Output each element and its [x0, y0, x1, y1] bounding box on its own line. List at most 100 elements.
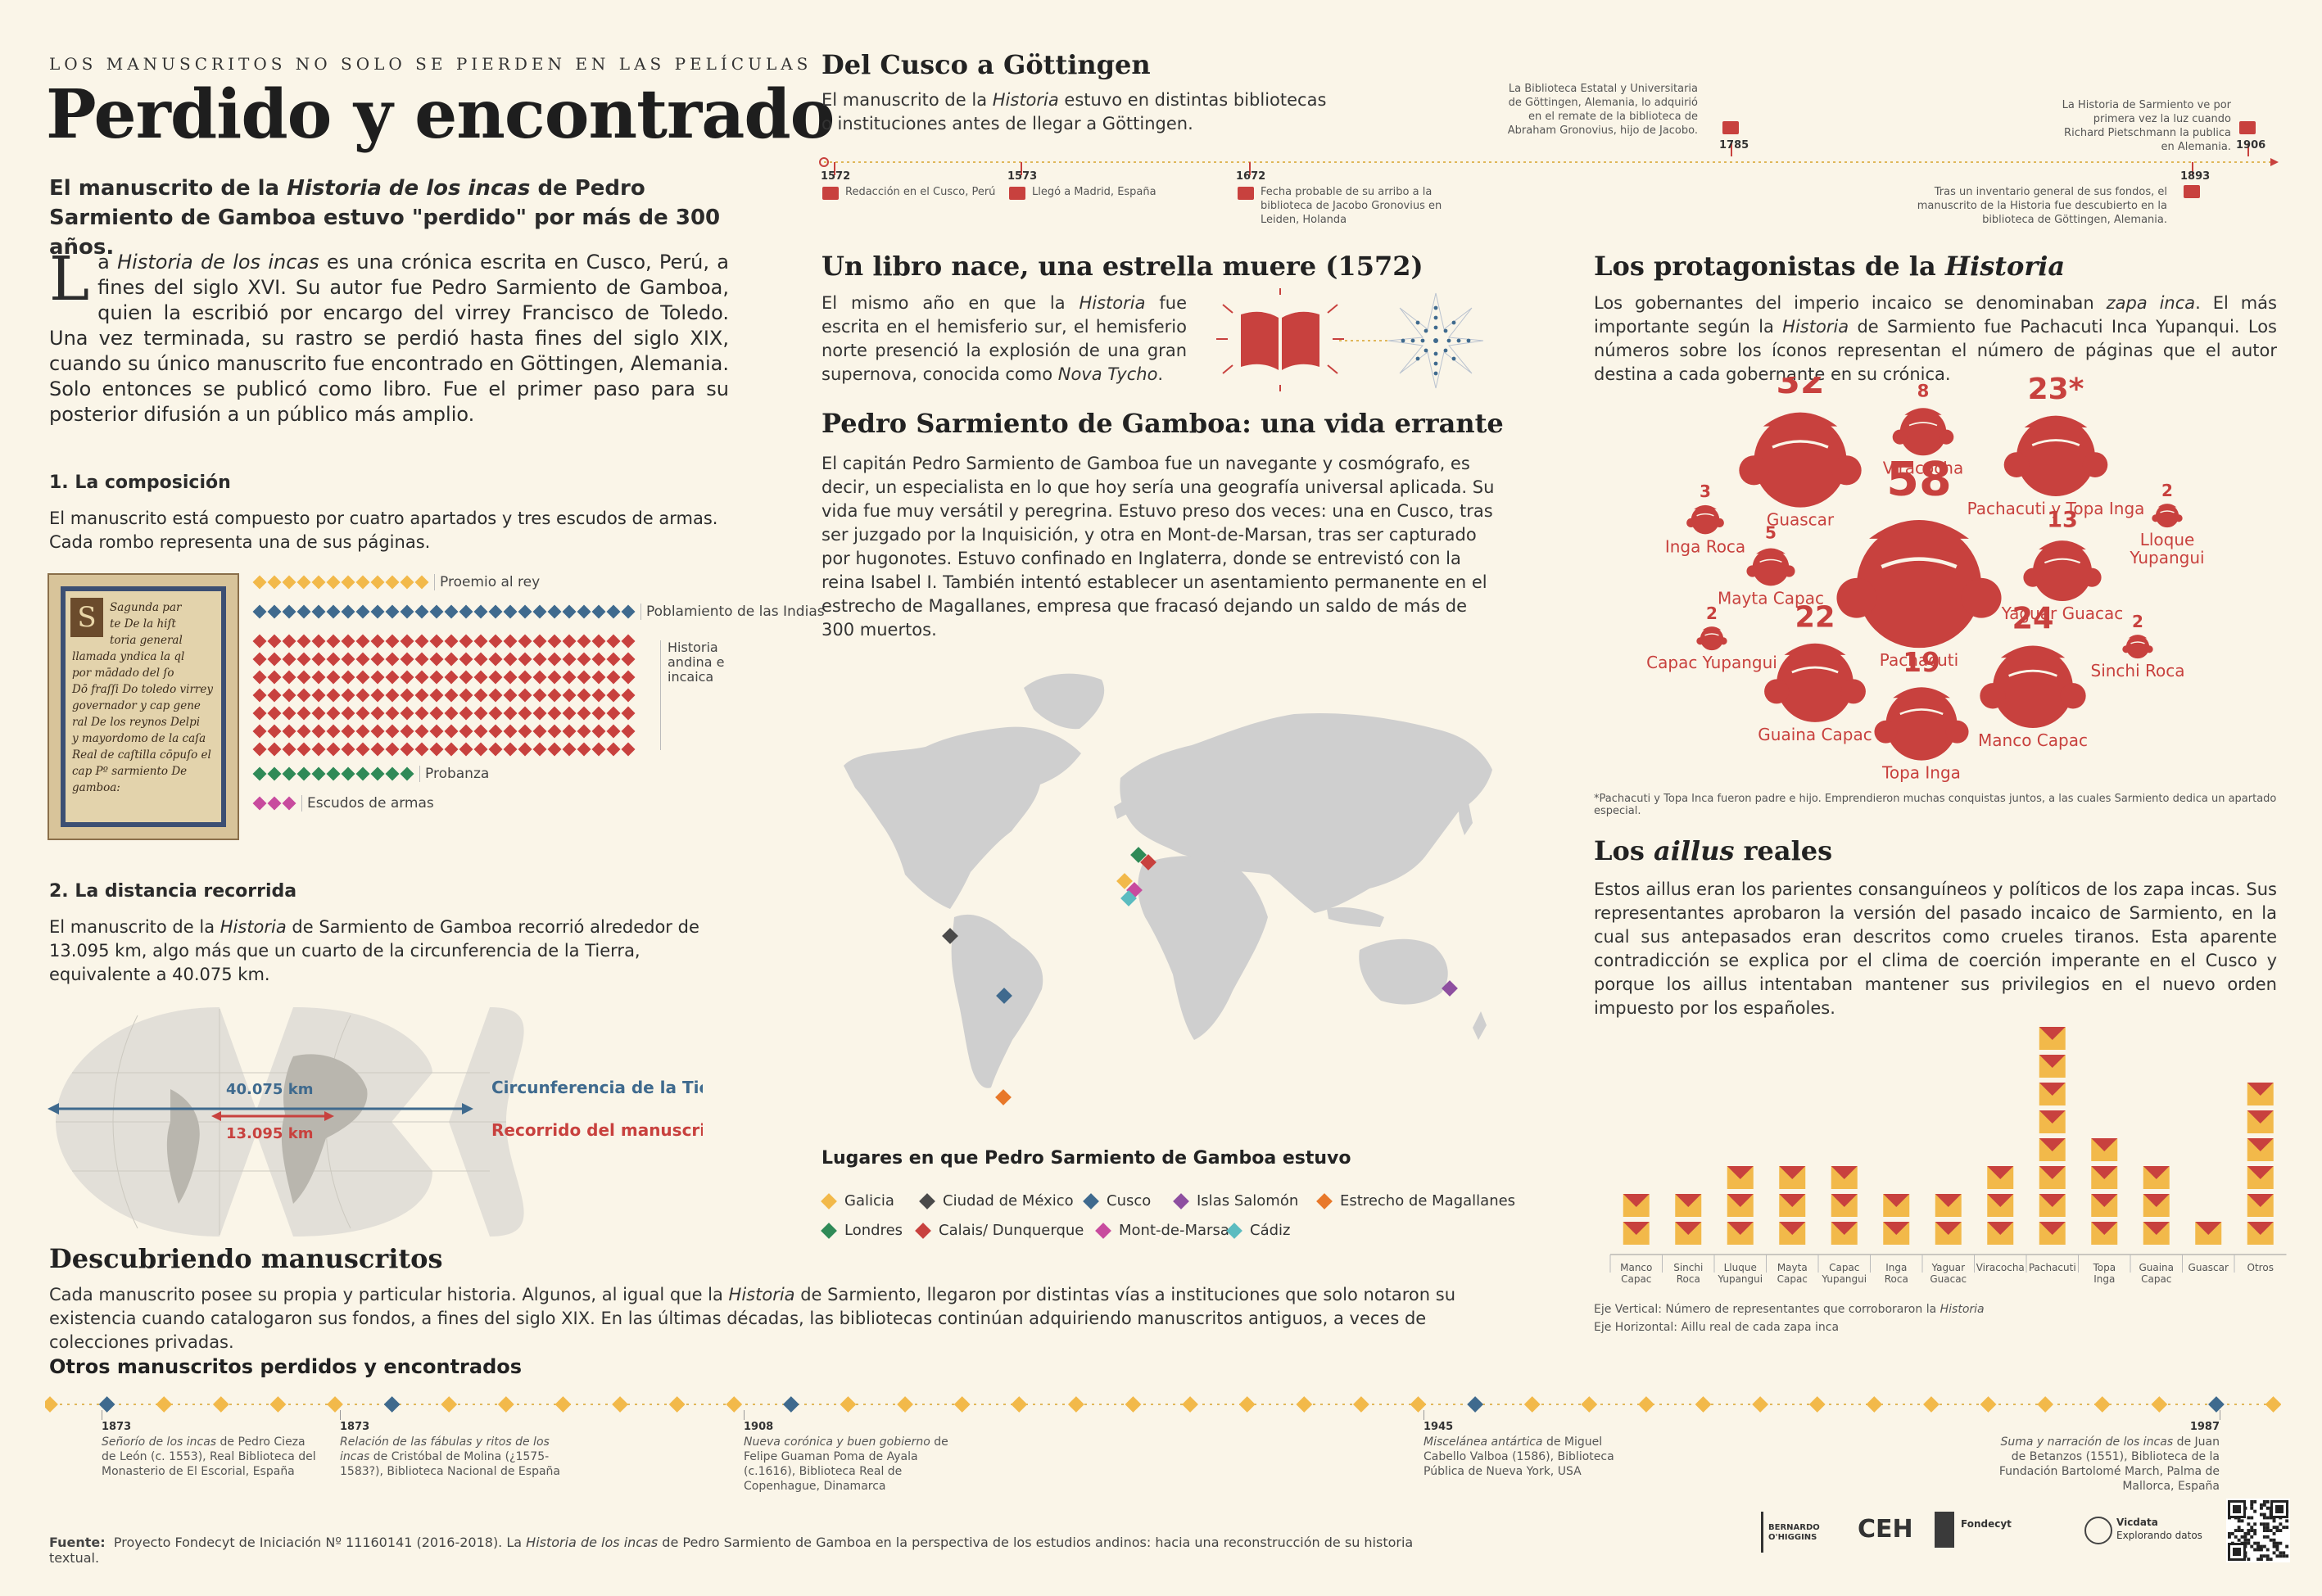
page-diamond — [518, 742, 532, 757]
composition-group: Probanza — [252, 765, 678, 783]
page-diamond — [606, 688, 621, 703]
page-diamond — [577, 634, 591, 649]
timeline-diamond — [98, 1396, 115, 1413]
logo-vicdata: Vicdata — [2116, 1517, 2158, 1528]
page-diamond — [296, 604, 311, 619]
timeline-diamond — [1923, 1396, 1940, 1413]
page-diamond — [414, 604, 429, 619]
page-diamond — [252, 604, 267, 619]
timeline-diamond — [1980, 1396, 1997, 1413]
page-diamond — [473, 604, 488, 619]
timeline-diamond — [2208, 1396, 2225, 1413]
page-diamond — [370, 742, 385, 757]
manuscript-image: S Sagunda par te De la hiſt toria general l… — [48, 573, 239, 840]
aillus-text: Estos aillus eran los parientes consangu… — [1594, 879, 2277, 1018]
manuscript-entry: 1873 Relación de las fábulas y ritos de l… — [340, 1420, 561, 1479]
timeline-diamond — [383, 1396, 401, 1413]
aillus-title: Los aillus reales — [1594, 835, 1833, 866]
page-diamond — [296, 652, 311, 667]
page-diamond — [444, 706, 459, 721]
aillu-envelope — [2091, 1194, 2118, 1217]
manuscript-script: Sagunda par te De la hiſt toria general lla… — [72, 599, 216, 796]
place-legend-item: Galicia — [821, 1192, 894, 1209]
composition-heading: 1. La composición — [49, 472, 231, 493]
manuscript-line: gamboa: — [72, 781, 120, 794]
page-diamond — [252, 634, 267, 649]
ruler-name: Capac Yupangui — [1646, 653, 1777, 672]
page-diamond — [267, 670, 282, 685]
page-diamond — [311, 706, 326, 721]
entry-connector — [744, 1410, 745, 1420]
timeline-diamond — [327, 1396, 343, 1413]
aillu-envelope — [1987, 1166, 2014, 1189]
page-diamond — [385, 766, 400, 781]
timeline-text: Redacción en el Cusco, Perú — [845, 186, 996, 198]
timeline-diamond — [497, 1396, 514, 1413]
page-diamond — [459, 742, 473, 757]
page-diamond — [518, 604, 532, 619]
ruler-name: Pachacuti y Topa Inga — [1967, 499, 2145, 518]
page-diamond — [296, 688, 311, 703]
aillu-envelope — [2143, 1222, 2170, 1245]
page-diamond — [296, 575, 311, 590]
ruler-pages: 8 — [1917, 381, 1930, 401]
book-icon — [822, 187, 839, 200]
aillu-envelope — [1987, 1222, 2014, 1245]
timeline-text: La Biblioteca Estatal y Universitaria de… — [1507, 83, 1698, 137]
place-legend-item: Islas Salomón — [1173, 1192, 1298, 1209]
page-diamond — [311, 575, 326, 590]
qr-code-icon[interactable] — [2226, 1499, 2290, 1562]
aillu-envelope — [2247, 1222, 2274, 1245]
page-diamond — [341, 724, 355, 739]
aillu-category: Topa — [2092, 1262, 2116, 1273]
page-diamond — [296, 670, 311, 685]
page-diamond — [532, 742, 547, 757]
place-legend-swatch — [1226, 1222, 1242, 1239]
timeline-tick — [834, 162, 835, 175]
timeline-tick — [2192, 162, 2193, 175]
page-diamond — [577, 706, 591, 721]
page-diamond — [252, 652, 267, 667]
page-diamond — [429, 670, 444, 685]
aillu-envelope — [1779, 1194, 1806, 1217]
page-diamond — [400, 766, 414, 781]
page-diamond — [503, 670, 518, 685]
page-diamond — [577, 688, 591, 703]
place-legend-item: Cádiz — [1226, 1222, 1290, 1239]
page-diamond — [370, 575, 385, 590]
aillu-envelope — [2091, 1166, 2118, 1189]
ruler-icon — [1686, 504, 1724, 535]
manuscript-line: y mayordomo de la caſa — [72, 732, 206, 745]
manuscript-desc: Nueva corónica y buen gobierno de Felipe… — [744, 1435, 948, 1493]
page-diamond — [385, 724, 400, 739]
page-diamond — [532, 604, 547, 619]
protagonists-note: *Pachacuti y Topa Inca fueron padre e hi… — [1594, 793, 2277, 817]
page-diamond — [370, 670, 385, 685]
page-diamond — [267, 766, 282, 781]
ruler-name: Topa Inga — [1881, 763, 1961, 783]
place-legend-label: Mont-de-Marsan — [1119, 1222, 1239, 1239]
map-marker — [995, 1089, 1012, 1105]
page-diamond — [414, 634, 429, 649]
page-diamond — [326, 688, 341, 703]
timeline-tick — [1249, 162, 1251, 175]
page-diamond — [414, 670, 429, 685]
timeline-diamond — [612, 1396, 628, 1413]
timeline-diamond — [2037, 1396, 2054, 1413]
composition-chart: Proemio al rey Poblamiento de las Indias H… — [252, 573, 825, 824]
page-diamond — [414, 706, 429, 721]
aillu-envelope — [2195, 1222, 2222, 1245]
place-legend-swatch — [821, 1222, 837, 1239]
aillu-envelope — [1779, 1222, 1806, 1245]
page-diamond — [547, 688, 562, 703]
page-diamond — [591, 634, 606, 649]
ruler-name: Inga Roca — [1665, 536, 1745, 556]
diamond-row — [252, 650, 678, 668]
page-diamond — [252, 724, 267, 739]
composition-group: Historia andina e incaica — [252, 632, 724, 758]
aillu-envelope — [1883, 1222, 1910, 1245]
axis-h-note: Eje Horizontal: Aillu real de cada zapa … — [1594, 1321, 1840, 1334]
aillu-category: Pachacuti — [2029, 1262, 2076, 1273]
page-diamond — [444, 724, 459, 739]
diamond-row — [252, 686, 678, 704]
